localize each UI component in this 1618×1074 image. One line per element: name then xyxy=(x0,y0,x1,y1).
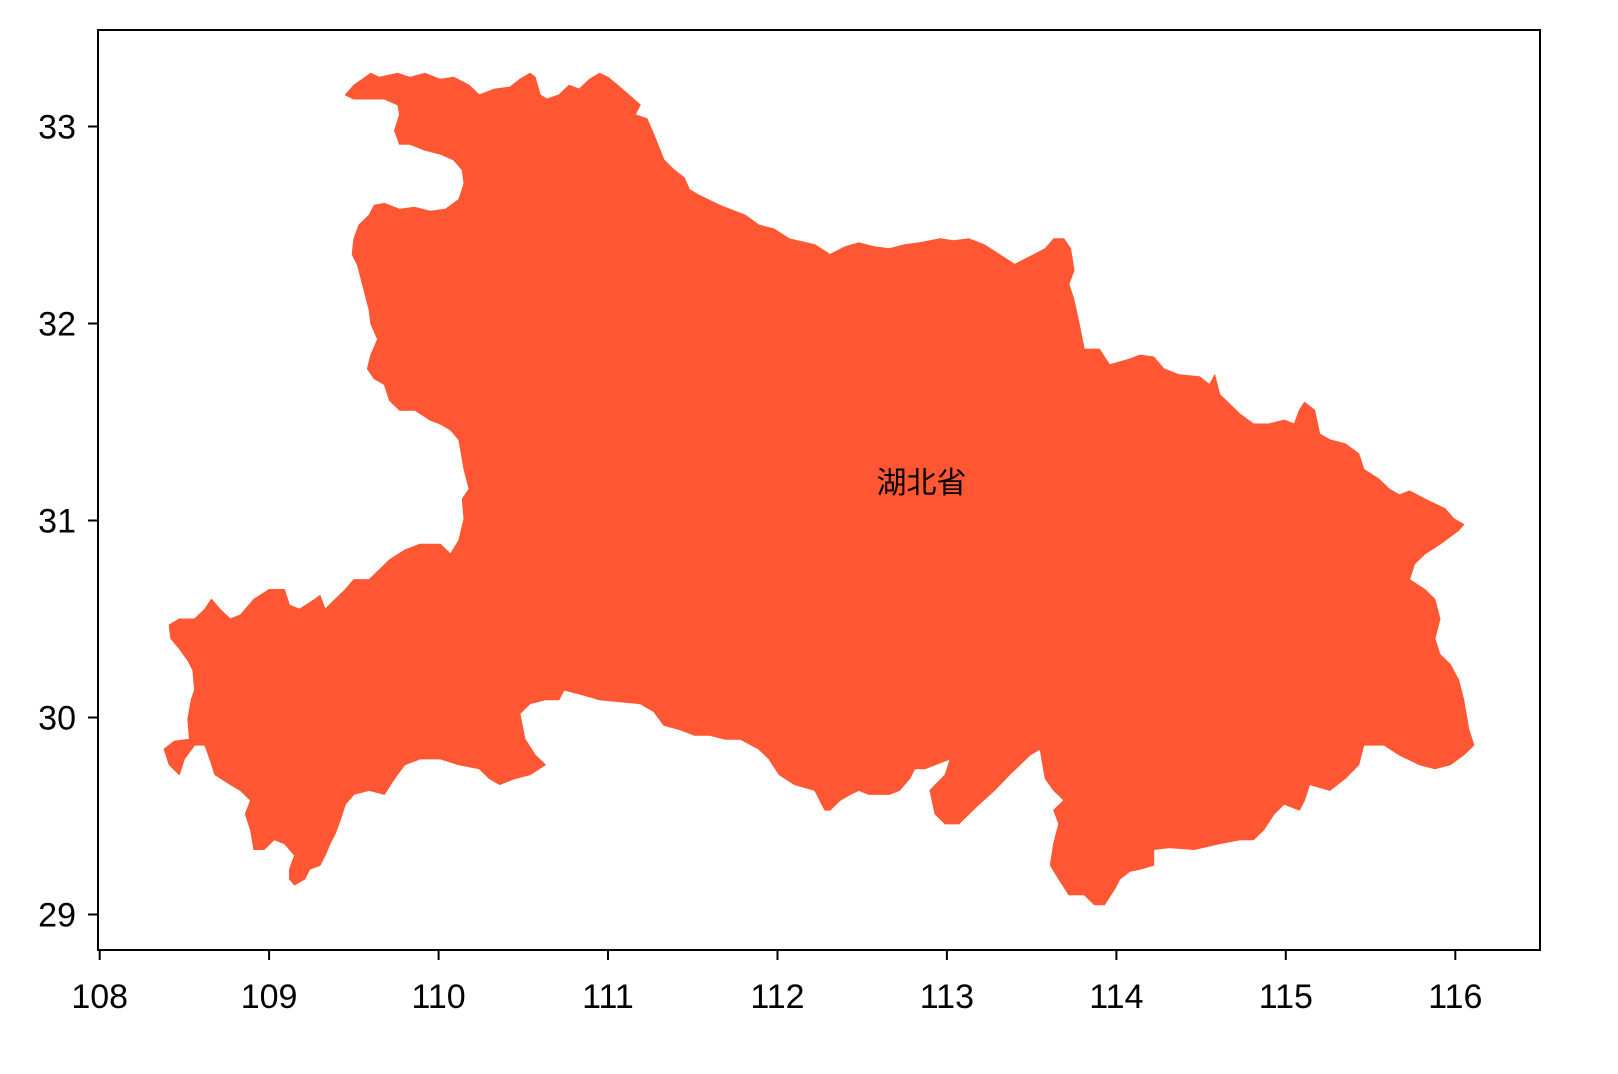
x-tick-label: 112 xyxy=(750,978,804,1016)
x-tick-label: 113 xyxy=(920,978,974,1016)
region-label: 湖北省 xyxy=(877,466,967,501)
x-tick-label: 108 xyxy=(71,978,128,1016)
y-tick-label: 29 xyxy=(38,897,76,935)
x-tick-label: 115 xyxy=(1259,978,1313,1016)
region-labels: 湖北省 xyxy=(877,466,967,501)
y-tick-label: 33 xyxy=(38,109,76,147)
y-tick-label: 30 xyxy=(38,700,76,738)
map-regions xyxy=(163,72,1475,906)
region-polygon xyxy=(163,72,1475,906)
y-tick-label: 32 xyxy=(38,306,76,344)
x-tick-label: 114 xyxy=(1089,978,1143,1016)
y-axis: 29 30 31 32 33 xyxy=(38,109,98,935)
x-tick-label: 109 xyxy=(241,978,298,1016)
x-tick-label: 116 xyxy=(1428,978,1482,1016)
x-tick-label: 110 xyxy=(411,978,465,1016)
y-tick-label: 31 xyxy=(38,503,76,541)
x-axis: 108 109 110 111 112 113 114 115 116 xyxy=(71,950,1482,1016)
axes-frame xyxy=(97,29,1541,951)
x-tick-label: 111 xyxy=(582,978,634,1016)
